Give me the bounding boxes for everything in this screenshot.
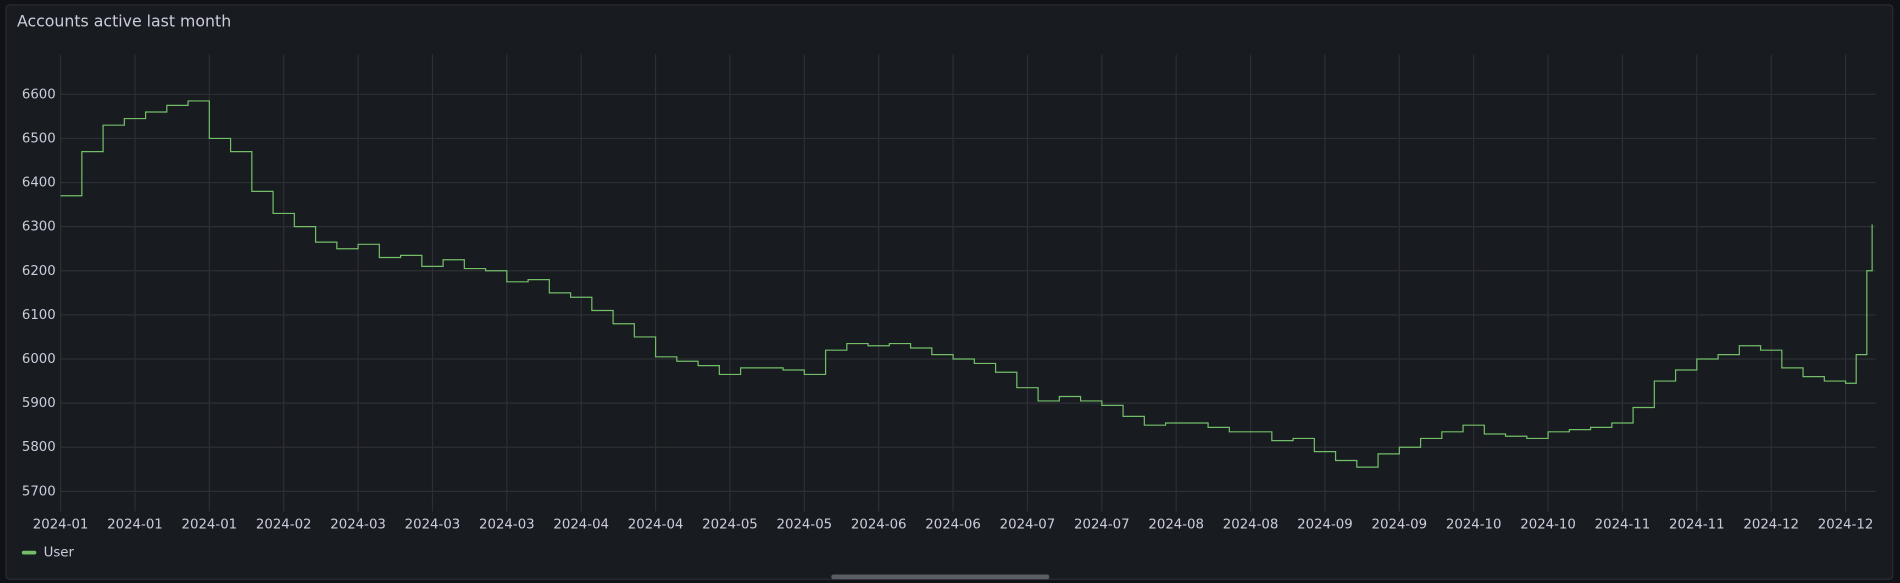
- x-tick-label: 2024-05: [702, 518, 758, 533]
- x-tick-label: 2024-05: [777, 518, 833, 533]
- x-tick-label: 2024-07: [1000, 518, 1056, 533]
- x-tick-label: 2024-12: [1818, 518, 1874, 533]
- plot: 5700 5800 5900 6000 6100 6200 6300 6400 6500 6600…: [21, 54, 1876, 561]
- x-tick-label: 2024-06: [925, 518, 981, 533]
- x-tick-label: 2024-01: [182, 518, 238, 533]
- x-tick-label: 2024-04: [628, 518, 684, 533]
- x-tick-label: 2024-06: [851, 518, 907, 533]
- y-tick-label: 6500: [22, 131, 56, 146]
- scrollbar[interactable]: [831, 574, 1050, 580]
- y-tick-label: 6400: [22, 176, 56, 191]
- x-tick-label: 2024-11: [1595, 518, 1651, 533]
- legend-label: User: [44, 546, 75, 561]
- y-tick-label: 6200: [22, 264, 56, 279]
- x-tick-label: 2024-07: [1074, 518, 1130, 533]
- x-tick-label: 2024-08: [1148, 518, 1204, 533]
- series-line: [60, 100, 1873, 468]
- legend-swatch: [21, 550, 37, 555]
- x-tick-label: 2024-09: [1297, 518, 1353, 533]
- x-tick-label: 2024-01: [107, 518, 163, 533]
- x-tick-label: 2024-04: [553, 518, 609, 533]
- y-tick-label: 6100: [22, 308, 56, 323]
- x-tick-label: 2024-08: [1223, 518, 1279, 533]
- y-tick-label: 5900: [22, 396, 56, 411]
- x-tick-label: 2024-03: [479, 518, 535, 533]
- x-tick-label: 2024-03: [405, 518, 461, 533]
- y-tick-label: 5800: [22, 440, 56, 455]
- x-tick-label: 2024-02: [256, 518, 312, 533]
- panel-title: Accounts active last month: [17, 11, 231, 30]
- x-tick-label: 2024-01: [33, 518, 89, 533]
- x-tick-label: 2024-12: [1743, 518, 1799, 533]
- x-tick-label: 2024-10: [1520, 518, 1576, 533]
- x-tick-label: 2024-09: [1372, 518, 1428, 533]
- panel: [5, 4, 1894, 580]
- x-tick-label: 2024-03: [330, 518, 386, 533]
- x-tick-label: 2024-11: [1669, 518, 1725, 533]
- y-tick-label: 6600: [22, 87, 56, 102]
- x-tick-label: 2024-10: [1446, 518, 1502, 533]
- y-tick-label: 5700: [22, 484, 56, 499]
- y-tick-label: 6000: [22, 352, 56, 367]
- y-tick-label: 6300: [22, 220, 56, 235]
